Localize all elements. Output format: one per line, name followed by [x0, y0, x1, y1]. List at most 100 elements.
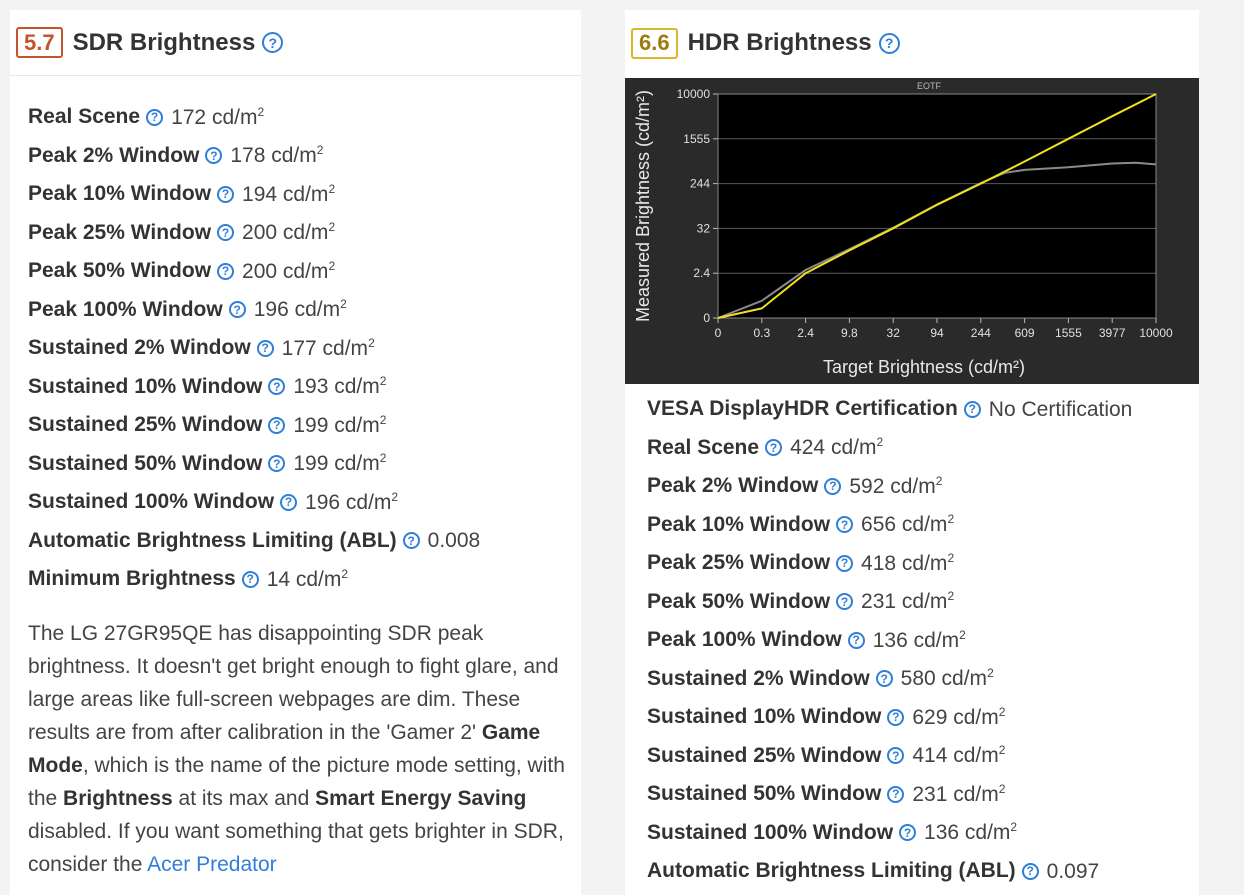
help-icon[interactable]: ? [217, 224, 235, 242]
row-value: 177 cd/m2 [282, 336, 375, 361]
acer-predator-link[interactable]: Acer Predator [147, 853, 277, 876]
y-tick-label: 2.4 [693, 266, 710, 280]
y-tick-label: 32 [697, 221, 711, 235]
help-icon[interactable]: ? [268, 455, 286, 473]
result-row: Peak 2% Window? 592 cd/m2 [647, 467, 1189, 506]
sdr-score-badge: 5.7 [16, 27, 63, 58]
value-exponent: 2 [391, 489, 399, 504]
row-value: 178 cd/m2 [230, 143, 323, 168]
help-icon[interactable]: ? [205, 147, 223, 165]
row-value: 199 cd/m2 [293, 451, 386, 476]
row-label: Peak 10% Window [647, 512, 831, 536]
help-icon[interactable]: ? [836, 516, 854, 534]
value-text: 200 cd/m [242, 259, 329, 283]
help-icon[interactable]: ? [824, 477, 842, 495]
row-label: Minimum Brightness [28, 567, 236, 591]
row-value: 172 cd/m2 [171, 105, 264, 130]
help-icon[interactable]: ? [146, 108, 164, 126]
row-label: Sustained 10% Window [647, 705, 882, 729]
result-row: Minimum Brightness? 14 cd/m2 [28, 560, 571, 599]
hdr-header: 6.6 HDR Brightness ? [625, 10, 1199, 76]
help-icon[interactable]: ? [887, 747, 905, 765]
sdr-title: SDR Brightness [72, 28, 256, 56]
row-label: Peak 50% Window [647, 589, 831, 613]
help-icon[interactable]: ? [836, 554, 854, 572]
value-exponent: 2 [998, 781, 1006, 796]
value-text: 193 cd/m [293, 375, 380, 399]
x-tick-label: 3977 [1099, 326, 1126, 340]
help-icon[interactable]: ? [268, 416, 286, 434]
value-exponent: 2 [959, 627, 966, 642]
value-text: 592 cd/m [849, 474, 936, 498]
help-icon[interactable]: ? [280, 493, 298, 511]
result-row: Peak 50% Window? 231 cd/m2 [647, 583, 1189, 622]
help-icon[interactable]: ? [262, 32, 284, 53]
value-exponent: 2 [379, 412, 387, 427]
help-icon[interactable]: ? [217, 262, 235, 280]
row-label: Sustained 100% Window [28, 490, 275, 514]
row-value: 656 cd/m2 [861, 512, 954, 537]
value-exponent: 2 [328, 258, 336, 273]
value-text: 414 cd/m [912, 744, 999, 768]
sdr-description: The LG 27GR95QE has disappointing SDR pe… [28, 617, 568, 881]
value-text: 629 cd/m [912, 705, 999, 729]
row-label: Sustained 50% Window [647, 782, 882, 806]
help-icon[interactable]: ? [847, 631, 865, 649]
value-text: 199 cd/m [293, 413, 380, 437]
result-row: Peak 10% Window? 656 cd/m2 [647, 506, 1189, 545]
value-text: 231 cd/m [912, 782, 999, 806]
y-tick-label: 1555 [683, 132, 710, 146]
help-icon[interactable]: ? [887, 785, 905, 803]
eotf-chart: 0 2.4 32 244 1555 10000 0 0.3 2.4 9.8 32 94 244 609 15… [625, 78, 1199, 384]
result-row: Peak 25% Window? 200 cd/m2 [28, 214, 571, 253]
row-value: No Certification [989, 397, 1133, 422]
row-label: Sustained 2% Window [28, 336, 251, 360]
value-text: 196 cd/m [305, 490, 392, 514]
hdr-results-list: VESA DisplayHDR Certification? No Certifi… [647, 390, 1189, 891]
value-exponent: 2 [379, 374, 387, 389]
help-icon[interactable]: ? [228, 301, 246, 319]
x-tick-label: 10000 [1139, 326, 1173, 340]
row-label: Peak 25% Window [647, 551, 831, 575]
help-icon[interactable]: ? [268, 378, 286, 396]
value-exponent: 2 [328, 220, 336, 235]
help-icon[interactable]: ? [963, 400, 981, 418]
value-text: 14 cd/m [266, 567, 342, 591]
row-value: 231 cd/m2 [912, 782, 1005, 807]
row-label: Peak 100% Window [647, 628, 842, 652]
result-row: Sustained 50% Window? 199 cd/m2 [28, 445, 571, 484]
result-row: Automatic Brightness Limiting (ABL)? 0.09… [647, 852, 1189, 891]
row-label: Real Scene [647, 435, 760, 459]
value-text: 172 cd/m [171, 105, 258, 129]
bold-text-game-mode: Game Mode [28, 721, 541, 777]
value-text: 177 cd/m [281, 336, 369, 360]
row-value: 580 cd/m2 [901, 666, 994, 691]
help-icon[interactable]: ? [256, 339, 274, 357]
help-icon[interactable]: ? [899, 824, 917, 842]
row-label: Sustained 25% Window [647, 743, 882, 767]
row-value: 200 cd/m2 [242, 220, 335, 245]
help-icon[interactable]: ? [875, 670, 893, 688]
help-icon[interactable]: ? [402, 532, 420, 550]
help-icon[interactable]: ? [887, 708, 905, 726]
row-value: 592 cd/m2 [849, 474, 942, 499]
value-text: 196 cd/m [253, 298, 341, 322]
row-label: Sustained 10% Window [28, 374, 263, 398]
help-icon[interactable]: ? [765, 439, 783, 457]
row-label: Sustained 25% Window [28, 413, 263, 437]
row-value: 196 cd/m2 [305, 490, 398, 515]
x-tick-label: 244 [971, 326, 991, 340]
value-exponent: 2 [987, 666, 994, 681]
result-row: VESA DisplayHDR Certification? No Certifi… [647, 390, 1189, 429]
row-value: 136 cd/m2 [873, 628, 966, 653]
row-value: 414 cd/m2 [912, 743, 1005, 768]
help-icon[interactable]: ? [217, 185, 235, 203]
help-icon[interactable]: ? [1021, 862, 1039, 880]
help-icon[interactable]: ? [878, 32, 900, 54]
help-icon[interactable]: ? [836, 593, 854, 611]
value-text: 136 cd/m [872, 628, 960, 652]
x-tick-label: 94 [930, 326, 944, 340]
row-label: Peak 2% Window [647, 474, 819, 498]
help-icon[interactable]: ? [241, 570, 259, 588]
row-label: Peak 2% Window [28, 143, 200, 167]
